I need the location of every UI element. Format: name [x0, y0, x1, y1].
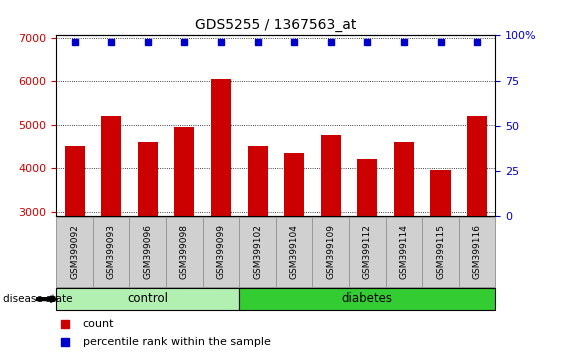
Text: GSM399114: GSM399114 — [400, 224, 408, 279]
Bar — [65, 146, 84, 342]
Bar — [321, 136, 341, 342]
Text: GSM399093: GSM399093 — [107, 224, 115, 279]
Text: control: control — [127, 292, 168, 305]
FancyBboxPatch shape — [239, 288, 495, 310]
Text: diabetes: diabetes — [342, 292, 393, 305]
FancyBboxPatch shape — [166, 217, 203, 287]
FancyBboxPatch shape — [93, 217, 129, 287]
FancyBboxPatch shape — [56, 288, 239, 310]
Bar — [284, 153, 304, 342]
FancyBboxPatch shape — [312, 217, 349, 287]
Text: GSM399096: GSM399096 — [144, 224, 152, 279]
Text: GSM399112: GSM399112 — [363, 224, 372, 279]
FancyBboxPatch shape — [203, 217, 239, 287]
FancyBboxPatch shape — [349, 217, 386, 287]
Bar — [175, 127, 194, 342]
FancyBboxPatch shape — [422, 217, 459, 287]
FancyBboxPatch shape — [386, 217, 422, 287]
Bar — [467, 116, 487, 342]
Text: GSM399098: GSM399098 — [180, 224, 189, 279]
FancyBboxPatch shape — [276, 217, 312, 287]
Text: GSM399116: GSM399116 — [473, 224, 481, 279]
Text: GSM399092: GSM399092 — [70, 224, 79, 279]
Bar — [211, 79, 231, 342]
Text: GSM399104: GSM399104 — [290, 224, 298, 279]
Text: percentile rank within the sample: percentile rank within the sample — [83, 337, 271, 347]
Bar — [394, 142, 414, 342]
Bar — [101, 116, 121, 342]
Text: count: count — [83, 319, 114, 329]
Bar — [138, 142, 158, 342]
Text: disease state: disease state — [3, 294, 72, 304]
Bar — [248, 146, 267, 342]
Text: GSM399099: GSM399099 — [217, 224, 225, 279]
Bar — [431, 170, 450, 342]
Text: GSM399115: GSM399115 — [436, 224, 445, 279]
FancyBboxPatch shape — [56, 217, 93, 287]
Bar — [358, 159, 377, 342]
FancyBboxPatch shape — [129, 217, 166, 287]
FancyBboxPatch shape — [459, 217, 495, 287]
Text: GSM399109: GSM399109 — [327, 224, 335, 279]
Text: GSM399102: GSM399102 — [253, 224, 262, 279]
Title: GDS5255 / 1367563_at: GDS5255 / 1367563_at — [195, 18, 356, 32]
FancyBboxPatch shape — [239, 217, 276, 287]
